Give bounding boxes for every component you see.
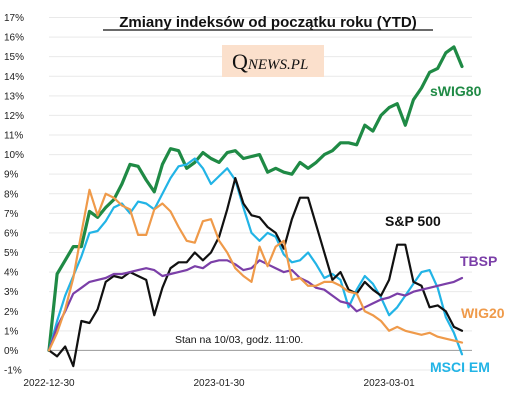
y-tick-label: 14% (4, 72, 24, 83)
y-tick-label: 1% (4, 326, 19, 337)
y-tick-label: 2% (4, 307, 19, 318)
logo-q: Q (232, 49, 248, 74)
series-label-tbsp: TBSP (460, 253, 497, 269)
y-axis: -1% 0% 1% 2% 3% 4% 5% 6% 7% 8% 9% 10% 11% 12% 13% 14% 15… (4, 13, 472, 377)
series-labels: sWIG80 MSCI EM S&P 500 TBSP WIG20 (385, 83, 505, 375)
y-tick-label: 10% (4, 150, 24, 161)
x-axis: 2022-12-30 2023-01-30 2023-03-01 (23, 349, 472, 389)
logo-rest: NEWS.PL (247, 57, 308, 73)
y-tick-label: 16% (4, 33, 24, 44)
series-line-wig20 (47, 188, 464, 352)
series-line-s-p-500 (47, 177, 464, 368)
series-lines (47, 45, 464, 368)
y-tick-label: 15% (4, 52, 24, 63)
qnews-logo: QNEWS.PL (222, 45, 324, 77)
series-label-msci-em: MSCI EM (430, 359, 490, 375)
y-tick-label: -1% (4, 366, 22, 377)
y-tick-label: 9% (4, 170, 19, 181)
chart-title: Zmiany indeksów od początku roku (YTD) (119, 14, 417, 31)
y-tick-label: 17% (4, 13, 24, 24)
series-label-swig80: sWIG80 (430, 83, 482, 99)
series-line-msci-em (47, 157, 464, 356)
y-tick-label: 8% (4, 189, 19, 200)
y-tick-label: 5% (4, 248, 19, 259)
series-line-swig80 (47, 45, 464, 352)
y-tick-label: 0% (4, 346, 19, 357)
y-tick-label: 7% (4, 209, 19, 220)
y-tick-label: 6% (4, 228, 19, 239)
x-tick-label: 2023-03-01 (364, 378, 416, 389)
x-tick-label: 2023-01-30 (193, 378, 245, 389)
svg-text:QNEWS.PL: QNEWS.PL (232, 49, 308, 74)
y-tick-label: 4% (4, 268, 19, 279)
x-tick-label: 2022-12-30 (23, 378, 75, 389)
y-tick-label: 11% (4, 131, 23, 142)
y-tick-label: 3% (4, 287, 19, 298)
logo-box (222, 45, 324, 77)
y-tick-label: 12% (4, 111, 24, 122)
series-label-s-p-500: S&P 500 (385, 213, 441, 229)
data-timestamp-note: Stan na 10/03, godz. 11:00. (175, 334, 303, 346)
series-label-wig20: WIG20 (461, 305, 505, 321)
y-tick-label: 13% (4, 91, 24, 102)
